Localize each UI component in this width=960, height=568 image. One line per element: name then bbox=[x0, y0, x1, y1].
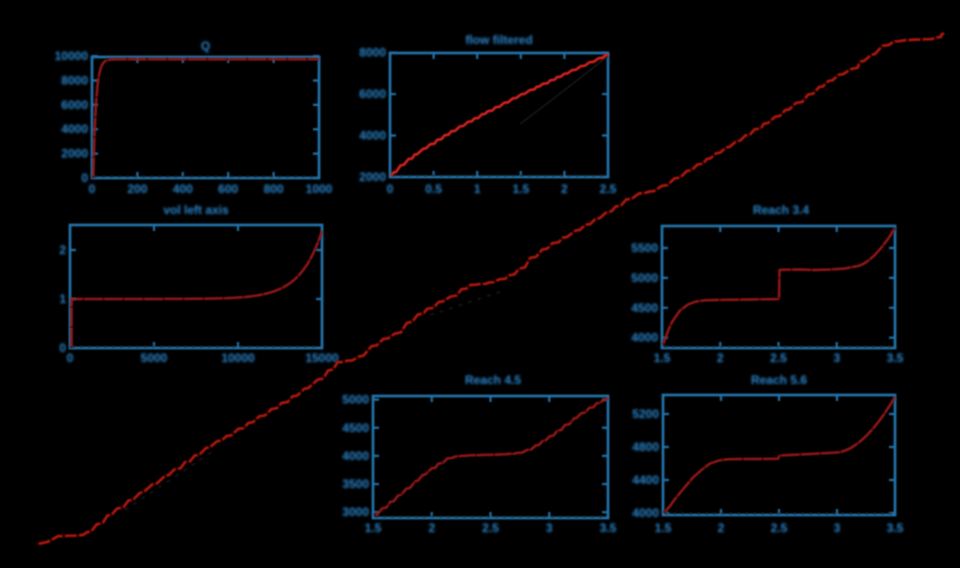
svg-text:200: 200 bbox=[127, 182, 147, 196]
svg-text:2.5: 2.5 bbox=[771, 521, 788, 535]
svg-text:Reach 5.6: Reach 5.6 bbox=[751, 373, 807, 387]
svg-text:2: 2 bbox=[717, 351, 724, 365]
svg-text:1000: 1000 bbox=[306, 182, 333, 196]
svg-text:2: 2 bbox=[59, 243, 66, 257]
svg-text:4000: 4000 bbox=[359, 129, 386, 143]
svg-text:flow filtered: flow filtered bbox=[465, 33, 532, 47]
svg-text:1: 1 bbox=[59, 292, 66, 306]
svg-text:5000: 5000 bbox=[342, 393, 369, 407]
svg-text:2000: 2000 bbox=[61, 147, 88, 161]
svg-text:2000: 2000 bbox=[359, 170, 386, 184]
svg-text:3000: 3000 bbox=[342, 505, 369, 519]
svg-text:2: 2 bbox=[718, 521, 725, 535]
svg-text:4000: 4000 bbox=[61, 122, 88, 136]
svg-text:400: 400 bbox=[173, 182, 193, 196]
svg-text:4500: 4500 bbox=[342, 421, 369, 435]
svg-text:4500: 4500 bbox=[631, 301, 658, 315]
svg-text:0: 0 bbox=[67, 351, 74, 365]
svg-text:5000: 5000 bbox=[631, 271, 658, 285]
svg-text:4400: 4400 bbox=[632, 473, 659, 487]
svg-text:1.5: 1.5 bbox=[365, 521, 382, 535]
svg-text:15000: 15000 bbox=[305, 351, 339, 365]
svg-text:0: 0 bbox=[387, 182, 394, 196]
svg-text:8000: 8000 bbox=[359, 46, 386, 60]
svg-text:6000: 6000 bbox=[359, 87, 386, 101]
svg-text:1.5: 1.5 bbox=[654, 351, 671, 365]
svg-text:Reach 3.4: Reach 3.4 bbox=[753, 203, 809, 217]
svg-text:8000: 8000 bbox=[61, 74, 88, 88]
svg-text:800: 800 bbox=[264, 182, 284, 196]
svg-text:3: 3 bbox=[833, 351, 840, 365]
svg-text:4800: 4800 bbox=[632, 440, 659, 454]
svg-text:3.5: 3.5 bbox=[600, 521, 617, 535]
svg-text:0: 0 bbox=[89, 182, 96, 196]
svg-text:2.5: 2.5 bbox=[770, 351, 787, 365]
svg-text:10000: 10000 bbox=[221, 351, 255, 365]
svg-text:5000: 5000 bbox=[141, 351, 168, 365]
svg-text:10000: 10000 bbox=[55, 49, 89, 63]
svg-text:5500: 5500 bbox=[631, 241, 658, 255]
svg-text:3500: 3500 bbox=[342, 477, 369, 491]
svg-text:1.5: 1.5 bbox=[655, 521, 672, 535]
svg-text:4000: 4000 bbox=[632, 506, 659, 520]
svg-text:Q: Q bbox=[201, 39, 210, 53]
svg-text:1.5: 1.5 bbox=[512, 182, 529, 196]
svg-text:vol left axis: vol left axis bbox=[163, 203, 229, 217]
svg-text:3.5: 3.5 bbox=[887, 521, 904, 535]
svg-text:2: 2 bbox=[428, 521, 435, 535]
svg-text:1: 1 bbox=[474, 182, 481, 196]
svg-text:3: 3 bbox=[546, 521, 553, 535]
svg-text:3: 3 bbox=[834, 521, 841, 535]
svg-text:4000: 4000 bbox=[631, 331, 658, 345]
svg-text:4000: 4000 bbox=[342, 449, 369, 463]
svg-text:6000: 6000 bbox=[61, 98, 88, 112]
svg-text:0: 0 bbox=[59, 341, 66, 355]
svg-text:2.5: 2.5 bbox=[600, 182, 617, 196]
svg-text:0: 0 bbox=[81, 171, 88, 185]
svg-text:3.5: 3.5 bbox=[887, 351, 904, 365]
svg-text:2: 2 bbox=[561, 182, 568, 196]
svg-text:Reach 4.5: Reach 4.5 bbox=[465, 373, 521, 387]
svg-text:600: 600 bbox=[218, 182, 238, 196]
svg-text:5200: 5200 bbox=[632, 407, 659, 421]
svg-text:0.5: 0.5 bbox=[425, 182, 442, 196]
svg-text:2.5: 2.5 bbox=[482, 521, 499, 535]
